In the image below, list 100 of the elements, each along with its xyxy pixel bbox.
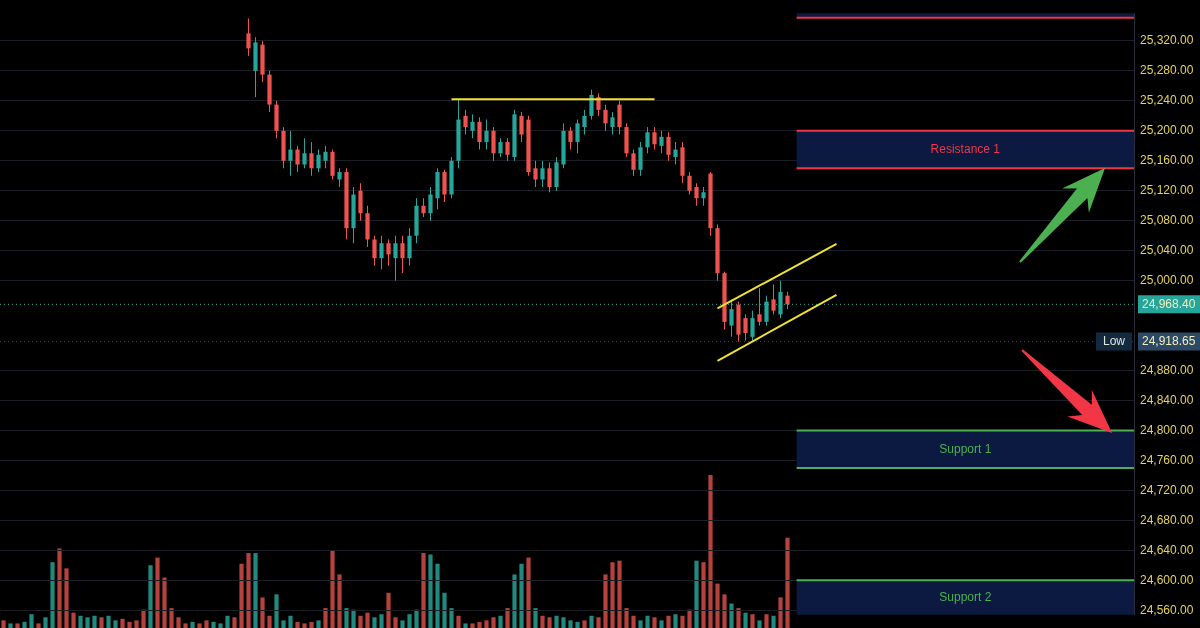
bar xyxy=(771,615,776,628)
bar xyxy=(337,574,342,628)
bar xyxy=(316,620,321,628)
candlestick xyxy=(652,126,657,151)
bar xyxy=(596,617,601,628)
bar xyxy=(491,617,496,628)
bar xyxy=(477,621,482,628)
candlestick xyxy=(421,197,426,218)
y-tick-label: 24,560.00 xyxy=(1140,602,1194,617)
y-tick-label: 24,880.00 xyxy=(1140,362,1194,377)
candlestick xyxy=(638,141,643,177)
bar xyxy=(64,568,69,628)
candlestick xyxy=(316,149,321,173)
bar xyxy=(78,615,83,628)
bar xyxy=(407,614,412,628)
y-tick-label: 24,720.00 xyxy=(1140,482,1194,497)
candlestick xyxy=(771,283,776,315)
bar xyxy=(211,621,216,628)
bar xyxy=(218,623,223,628)
bar xyxy=(246,553,251,628)
bar xyxy=(113,620,118,628)
band-label: Support 2 xyxy=(939,589,992,604)
bar xyxy=(470,623,475,628)
bar xyxy=(155,557,160,628)
y-tick-label: 25,080.00 xyxy=(1140,213,1194,228)
bar xyxy=(43,617,48,628)
bar xyxy=(435,563,440,628)
candlestick xyxy=(407,227,412,267)
bar xyxy=(29,614,34,628)
bar xyxy=(183,623,188,628)
bar xyxy=(302,623,307,628)
bar xyxy=(449,608,454,628)
bar xyxy=(638,620,643,628)
bar xyxy=(659,620,664,628)
bar xyxy=(736,608,741,628)
bar xyxy=(225,615,230,628)
bar xyxy=(22,621,27,628)
bar xyxy=(176,617,181,628)
bar xyxy=(162,577,167,628)
bar xyxy=(1,620,6,628)
bar xyxy=(498,615,503,628)
band-label: Resistance 1 xyxy=(930,141,1001,156)
candlestick xyxy=(379,235,384,270)
bar xyxy=(169,608,174,628)
bar xyxy=(379,614,384,628)
candlestick xyxy=(442,169,447,203)
bar xyxy=(323,608,328,628)
bar xyxy=(351,609,356,628)
bar xyxy=(134,620,139,628)
y-tick-label: 25,040.00 xyxy=(1140,243,1194,258)
bar xyxy=(610,562,615,628)
bar xyxy=(701,562,706,628)
bar xyxy=(722,594,727,628)
bar xyxy=(71,612,76,628)
bar xyxy=(680,615,685,628)
bar xyxy=(617,560,622,628)
bar xyxy=(99,617,104,628)
bar xyxy=(554,615,559,628)
bar xyxy=(463,623,468,628)
bar xyxy=(694,560,699,628)
candlestick xyxy=(302,137,307,169)
bar xyxy=(36,623,41,628)
annotation: Low xyxy=(1102,333,1126,348)
candlestick xyxy=(694,182,699,207)
bar xyxy=(484,620,489,628)
candlestick xyxy=(540,160,545,188)
bar xyxy=(358,615,363,628)
y-tick-label: 25,280.00 xyxy=(1140,63,1194,78)
bar xyxy=(512,574,517,628)
y-tick-label: 24,680.00 xyxy=(1140,512,1194,527)
bar xyxy=(295,621,300,628)
bar xyxy=(50,562,55,628)
bar xyxy=(267,615,272,628)
candlestick xyxy=(631,149,636,177)
bar xyxy=(533,608,538,628)
candlestick xyxy=(288,130,293,177)
candlestick xyxy=(484,119,489,151)
bar xyxy=(715,583,720,628)
bar xyxy=(785,537,790,628)
bar xyxy=(421,553,426,628)
candlestick xyxy=(673,141,678,166)
candlestick xyxy=(603,104,608,132)
bar xyxy=(127,621,132,628)
candlestick xyxy=(386,238,391,267)
candlestick xyxy=(372,235,377,267)
y-tick-label: 25,200.00 xyxy=(1140,123,1194,138)
candlestick xyxy=(568,126,573,151)
y-tick-label: 25,120.00 xyxy=(1140,183,1194,198)
bar xyxy=(344,608,349,628)
bar xyxy=(309,621,314,628)
candlestick xyxy=(470,113,475,139)
bar xyxy=(400,620,405,628)
y-tick-label: 24,600.00 xyxy=(1140,572,1194,587)
candlestick xyxy=(701,186,706,207)
candlestick xyxy=(463,109,468,136)
bar xyxy=(540,615,545,628)
bar xyxy=(652,617,657,628)
candlestick xyxy=(617,100,622,136)
y-tick-label: 24,760.00 xyxy=(1140,452,1194,467)
y-tick-label: 25,000.00 xyxy=(1140,272,1194,287)
